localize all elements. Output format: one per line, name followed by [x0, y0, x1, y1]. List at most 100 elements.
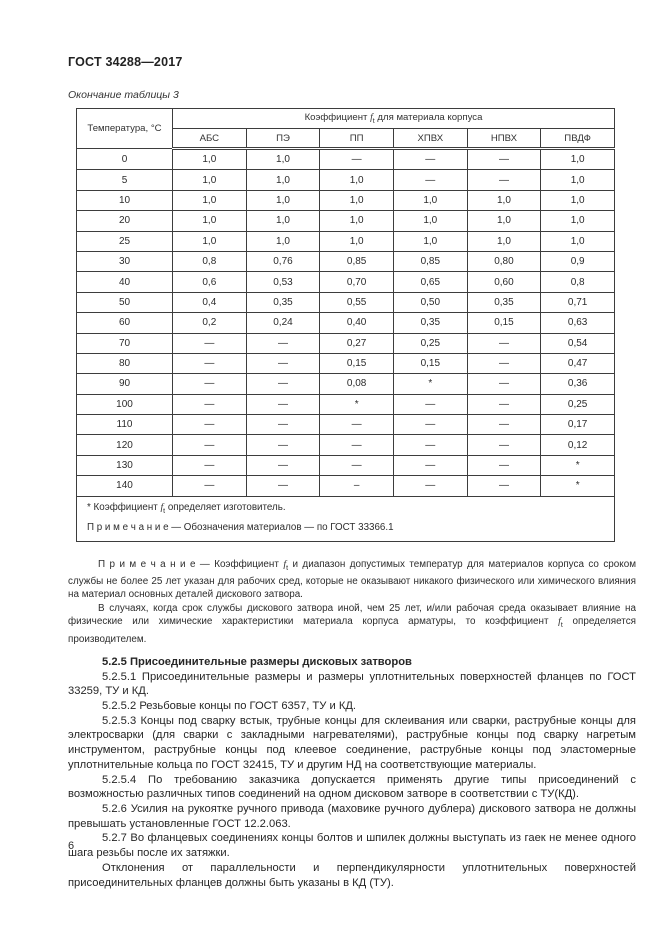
table-row: 30 0,8 0,76 0,85 0,85 0,80 0,9 — [76, 250, 615, 273]
coefficient-cell: 0,15 — [319, 352, 394, 375]
coefficient-cell: 1,0 — [540, 147, 615, 171]
coefficient-cell: 1,0 — [319, 169, 394, 191]
coefficient-cell: — — [392, 393, 468, 416]
page-content: ГОСТ 34288—2017 Окончание таблицы 3 Темп… — [68, 0, 636, 890]
temperature-cell: 25 — [76, 230, 173, 252]
coefficient-cell: 0,8 — [172, 250, 247, 273]
temperature-cell: 30 — [76, 250, 173, 273]
temperature-cell: 110 — [76, 414, 173, 436]
footnote-star-text: * Коэффициент — [87, 501, 161, 513]
coefficient-cell: 1,0 — [319, 230, 394, 252]
material-header-abs: АБС — [172, 128, 247, 150]
coefficient-cell: — — [172, 393, 247, 416]
coefficient-cell: 1,0 — [172, 147, 247, 171]
coefficient-cell: — — [466, 393, 542, 416]
table-footnote-row: * Коэффициент ft определяет изготовитель… — [76, 495, 615, 542]
coefficient-cell: 0,55 — [319, 291, 394, 314]
notes-block: П р и м е ч а н и е — Коэффициент ft и д… — [68, 558, 636, 646]
coefficient-cell: 0,2 — [172, 312, 247, 334]
temperature-cell: 120 — [76, 434, 173, 456]
temperature-cell: 40 — [76, 271, 173, 293]
coefficient-cell: 1,0 — [392, 210, 468, 232]
standard-code-header: ГОСТ 34288—2017 — [68, 55, 183, 69]
coefficient-cell: 0,25 — [392, 332, 468, 354]
coefficient-cell: 1,0 — [540, 230, 615, 252]
coefficient-cell: — — [245, 414, 321, 436]
material-header-pp: ПП — [319, 128, 394, 150]
coefficient-cell: 0,4 — [172, 291, 247, 314]
table-footnotes: * Коэффициент ft определяет изготовитель… — [76, 495, 615, 542]
footnote-star: * Коэффициент ft определяет изготовитель… — [87, 502, 604, 515]
note1-pre: П р и м е ч а н и е — Коэффициент — [98, 558, 284, 570]
note2-subscript: t — [560, 622, 563, 630]
coefficient-cell: 0,9 — [540, 250, 615, 273]
coefficient-cell: 0,53 — [245, 271, 321, 293]
coefficient-cell: — — [466, 454, 542, 477]
temperature-cell: 10 — [76, 189, 173, 212]
coefficient-cell: 0,85 — [392, 250, 468, 273]
material-header-pvdf: ПВДФ — [540, 128, 615, 150]
table-row: 110— — — — —0,17 — [76, 414, 615, 436]
coefficient-cell: — — [392, 454, 468, 477]
coefficient-cell: — — [466, 373, 542, 395]
coefficient-cell: 1,0 — [540, 210, 615, 232]
coefficient-cell: — — [466, 352, 542, 375]
coefficient-cell: — — [172, 475, 247, 497]
coefficient-cell: 0,36 — [540, 373, 615, 395]
coefficient-cell: — — [172, 332, 247, 354]
coefficient-cell: 0,54 — [540, 332, 615, 354]
coefficient-cell: 0,35 — [466, 291, 542, 314]
coefficient-cell: — — [392, 434, 468, 456]
coefficient-cell: — — [392, 414, 468, 436]
span-header-prefix: Коэффициент — [304, 112, 371, 124]
coefficient-cell: * — [540, 454, 615, 477]
table-wrapper: Температура, °С Коэффициент ft для матер… — [76, 108, 636, 542]
paragraph-5-2-5-3: 5.2.5.3 Концы под сварку встык, трубные … — [68, 714, 636, 771]
note2-post: определяется производителем. — [68, 616, 636, 645]
table-row: 120— — — — —0,12 — [76, 434, 615, 456]
coefficient-cell: * — [540, 475, 615, 497]
coefficient-cell: — — [172, 454, 247, 477]
paragraph-5-2-7: 5.2.7 Во фланцевых соединениях концы бол… — [68, 832, 636, 860]
coefficient-cell: 0,25 — [540, 393, 615, 416]
table-caption: Окончание таблицы 3 — [68, 89, 179, 101]
temperature-cell: 60 — [76, 312, 173, 334]
coefficient-cell: 0,71 — [540, 291, 615, 314]
span-header-suffix: для материала корпуса — [374, 112, 483, 124]
coefficient-cell: 0,15 — [466, 312, 542, 334]
note2-symbol: f — [558, 616, 561, 628]
coefficient-cell: 1,0 — [172, 189, 247, 212]
footnote-star-subscript: t — [163, 507, 166, 515]
coefficient-cell: 1,0 — [245, 169, 321, 191]
footnote-note: П р и м е ч а н и е — Обозначения матери… — [87, 521, 394, 533]
table-row: 140— — – — — * — [76, 475, 615, 497]
material-header-npvh: НПВХ — [466, 128, 542, 150]
coefficient-cell: — — [466, 434, 542, 456]
temperature-cell: 100 — [76, 393, 173, 416]
table-row: 25 1,0 1,0 1,0 1,0 1,0 1,0 — [76, 230, 615, 252]
coefficient-cell: — — [466, 414, 542, 436]
note1-symbol: f — [283, 558, 287, 570]
coefficient-cell: — — [245, 475, 321, 497]
table-row: 130— — — — — * — [76, 454, 615, 477]
coefficient-cell: 0,35 — [245, 291, 321, 314]
coefficient-cell: 0,12 — [540, 434, 615, 456]
coefficient-cell: 1,0 — [245, 230, 321, 252]
coefficient-cell: 0,8 — [540, 271, 615, 293]
coefficient-cell: 0,15 — [392, 352, 468, 375]
coefficient-cell: 1,0 — [319, 210, 394, 232]
body-text-block: 5.2.5 Присоединительные размеры дисковых… — [68, 655, 636, 890]
coefficient-cell: — — [245, 373, 321, 395]
coefficient-cell: 1,0 — [466, 189, 542, 212]
coefficient-subscript: t — [372, 117, 375, 125]
coefficient-cell: 0,60 — [466, 271, 542, 293]
coefficient-cell: — — [245, 393, 321, 416]
coefficient-cell: 1,0 — [245, 210, 321, 232]
coefficient-cell: 0,08 — [319, 373, 394, 395]
coefficient-cell: 0,35 — [392, 312, 468, 334]
table-row: 20 1,0 1,0 1,0 1,0 1,0 1,0 — [76, 210, 615, 232]
temperature-cell: 80 — [76, 352, 173, 375]
coefficient-symbol: f — [370, 112, 373, 124]
coefficient-cell: — — [245, 352, 321, 375]
